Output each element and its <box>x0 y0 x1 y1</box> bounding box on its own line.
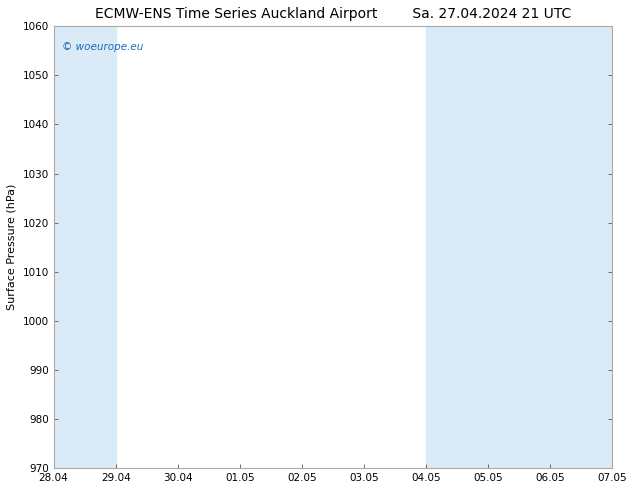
Bar <box>550 26 612 468</box>
Y-axis label: Surface Pressure (hPa): Surface Pressure (hPa) <box>7 184 17 311</box>
Title: ECMW-ENS Time Series Auckland Airport        Sa. 27.04.2024 21 UTC: ECMW-ENS Time Series Auckland Airport Sa… <box>95 7 571 21</box>
Bar <box>426 26 550 468</box>
Bar <box>54 26 115 468</box>
Text: © woeurope.eu: © woeurope.eu <box>62 42 143 52</box>
